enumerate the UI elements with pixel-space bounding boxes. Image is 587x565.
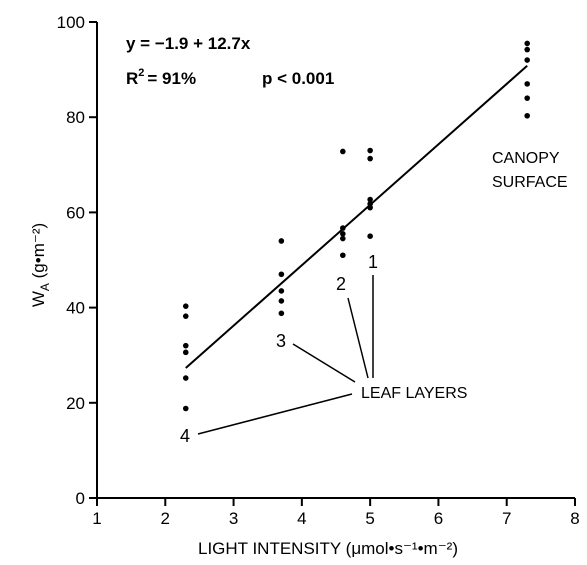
data-point xyxy=(340,148,346,155)
layer-2-label: 2 xyxy=(336,274,346,294)
leader-line-3 xyxy=(292,343,356,383)
data-point xyxy=(182,313,189,319)
data-point xyxy=(182,342,189,349)
data-point xyxy=(182,405,189,412)
data-point xyxy=(278,288,285,294)
data-point xyxy=(524,95,530,101)
data-point xyxy=(278,298,285,304)
x-tick-label: 5 xyxy=(365,509,374,528)
data-point xyxy=(278,238,285,244)
leader-line-2 xyxy=(347,297,369,379)
data-points xyxy=(182,40,530,412)
leader-line-4 xyxy=(197,393,353,435)
data-point xyxy=(367,147,373,154)
data-point xyxy=(340,252,346,259)
data-point xyxy=(367,155,373,162)
layer-3-label: 3 xyxy=(276,331,286,351)
y-tick-label: 40 xyxy=(66,299,85,318)
data-point xyxy=(524,81,530,87)
r-squared-label: R2 = 91% xyxy=(126,67,196,88)
x-tick-label: 7 xyxy=(502,509,511,528)
y-tick-label: 0 xyxy=(76,489,85,508)
data-point xyxy=(367,196,373,203)
y-tick-label: 20 xyxy=(66,394,85,413)
surface-label: SURFACE xyxy=(492,174,568,191)
data-point xyxy=(182,349,189,356)
layer-4-label: 4 xyxy=(180,426,190,446)
data-point xyxy=(278,271,285,278)
y-tick-label: 60 xyxy=(66,203,85,222)
regression-equation: y = −1.9 + 12.7x xyxy=(126,34,251,53)
data-point xyxy=(524,40,530,47)
x-tick-label: 3 xyxy=(229,509,238,528)
data-point xyxy=(182,303,189,309)
x-tick-label: 1 xyxy=(92,509,101,528)
x-tick-label: 6 xyxy=(434,509,443,528)
x-axis-label: LIGHT INTENSITY (μmol•s⁻¹•m⁻²) xyxy=(198,539,458,558)
p-value-label: p < 0.001 xyxy=(262,69,334,88)
data-point xyxy=(278,310,285,317)
x-tick-label: 8 xyxy=(570,509,579,528)
canopy-label: CANOPY xyxy=(492,150,560,167)
regression-line-group xyxy=(185,64,528,369)
y-tick-label: 100 xyxy=(57,13,85,32)
data-point xyxy=(367,233,373,239)
data-point xyxy=(340,231,346,237)
leaf-layers-label: LEAF LAYERS xyxy=(361,385,467,402)
x-tick-label: 4 xyxy=(297,509,306,528)
y-tick-label: 80 xyxy=(66,108,85,127)
x-tick-label: 2 xyxy=(161,509,170,528)
regression-line xyxy=(185,64,528,369)
data-point xyxy=(182,375,189,381)
data-point xyxy=(524,57,530,63)
data-point xyxy=(340,235,346,242)
y-axis-label: WA (g•m⁻²) xyxy=(29,223,52,307)
data-point xyxy=(524,112,530,119)
layer-1-label: 1 xyxy=(368,252,378,272)
data-point xyxy=(524,46,530,53)
